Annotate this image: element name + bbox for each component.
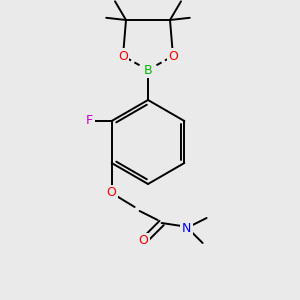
Text: O: O (107, 187, 117, 200)
Text: F: F (86, 115, 93, 128)
Text: O: O (168, 50, 178, 62)
Text: O: O (139, 235, 148, 248)
Text: O: O (118, 50, 128, 62)
Text: N: N (182, 221, 191, 235)
Text: B: B (144, 64, 152, 76)
